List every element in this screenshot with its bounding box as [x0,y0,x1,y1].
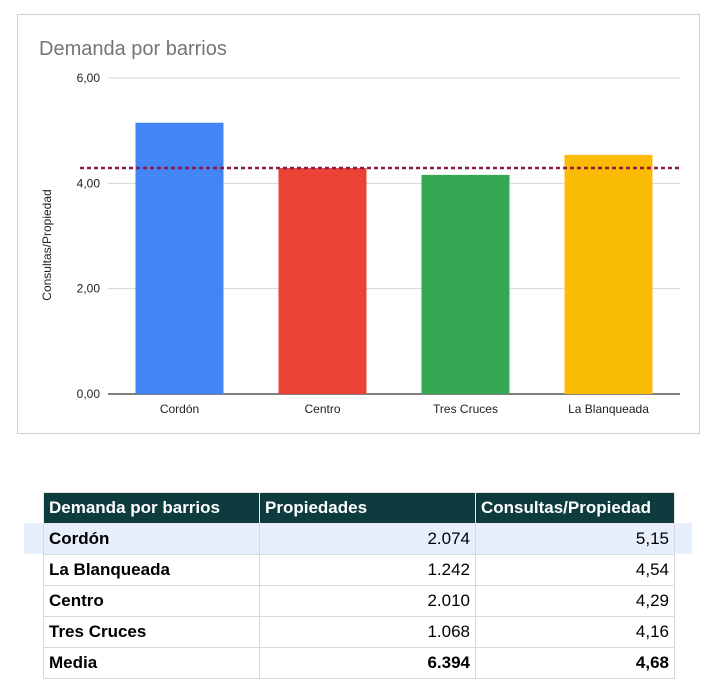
y-tick-label: 2,00 [77,282,101,296]
cell-propiedades: 2.010 [259,585,476,617]
x-tick-labels: Cordón Centro Tres Cruces La Blanqueada [160,402,649,416]
cell-name: La Blanqueada [43,554,260,586]
x-tick-label: Cordón [160,402,199,416]
cell-propiedades: 2.074 [259,523,476,555]
cell-consultas: 4,16 [475,616,675,648]
cell-name: Centro [43,585,260,617]
y-axis-label: Consultas/Propiedad [40,189,54,300]
y-tick-label: 0,00 [77,387,101,401]
cell-consultas: 4,68 [475,647,675,679]
bar-tres-cruces [421,174,510,394]
cell-propiedades: 1.068 [259,616,476,648]
cell-propiedades: 6.394 [259,647,476,679]
table-header-row: Demanda por barrios Propiedades Consulta… [43,492,675,524]
y-tick-label: 4,00 [77,176,101,190]
table-row[interactable]: Centro 2.010 4,29 [43,585,675,617]
x-tick-label: Centro [304,402,340,416]
y-tick-label: 6,00 [77,71,101,85]
chart-card: Demanda por barrios 0,00 2,00 4,00 6,00 Cor… [17,14,700,434]
x-tick-label: Tres Cruces [433,402,498,416]
table-row-total[interactable]: Media 6.394 4,68 [43,647,675,679]
header-barrios: Demanda por barrios [43,492,260,524]
cell-consultas: 4,54 [475,554,675,586]
demand-table: Demanda por barrios Propiedades Consulta… [43,492,675,679]
cell-consultas: 5,15 [475,523,675,555]
cell-name: Cordón [43,523,260,555]
table-row[interactable]: Cordón 2.074 5,15 [43,523,675,555]
cell-name: Tres Cruces [43,616,260,648]
bar-cord-n [135,122,224,395]
bar-la-blanqueada [564,154,653,394]
header-propiedades: Propiedades [259,492,476,524]
chart-title: Demanda por barrios [39,38,227,60]
table-row[interactable]: La Blanqueada 1.242 4,54 [43,554,675,586]
x-tick-label: La Blanqueada [568,402,649,416]
bar-chart: Demanda por barrios 0,00 2,00 4,00 6,00 Cor… [39,38,680,416]
cell-propiedades: 1.242 [259,554,476,586]
bars [135,122,653,395]
header-consultas: Consultas/Propiedad [475,492,675,524]
cell-consultas: 4,29 [475,585,675,617]
bar-centro [278,168,367,394]
table-row[interactable]: Tres Cruces 1.068 4,16 [43,616,675,648]
cell-name: Media [43,647,260,679]
